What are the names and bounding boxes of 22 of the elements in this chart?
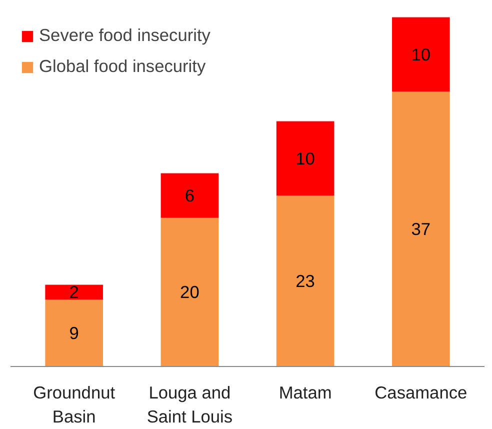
data-label: 6	[184, 186, 195, 206]
data-label: 10	[411, 44, 431, 64]
data-label: 23	[296, 271, 315, 292]
data-label: 10	[296, 148, 315, 168]
bar	[276, 121, 334, 196]
bar	[276, 196, 334, 366]
legend-label: Severe food insecurity	[39, 25, 210, 46]
data-label: 37	[411, 219, 431, 240]
bar	[160, 218, 219, 366]
x-tick-label: Louga and Saint Louis	[146, 382, 233, 426]
data-label: 9	[69, 323, 79, 344]
x-tick-label: Casamance	[374, 382, 468, 402]
data-label: 2	[69, 282, 79, 302]
bar	[392, 17, 450, 92]
bar	[45, 300, 103, 366]
x-tick-label: Matam	[278, 382, 332, 402]
bar	[160, 173, 219, 218]
x-tick-label: Groundnut Basin	[33, 382, 116, 426]
legend-label: Global food insecurity	[39, 56, 206, 77]
bar	[392, 92, 450, 366]
data-label: 20	[180, 282, 200, 302]
bar	[45, 284, 103, 300]
